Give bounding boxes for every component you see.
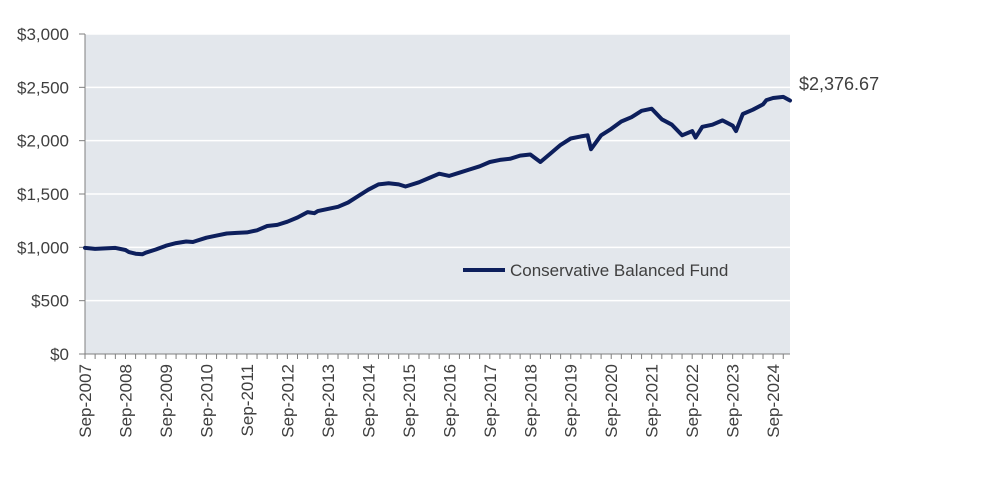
y-tick-label: $3,000	[17, 25, 69, 44]
y-tick-label: $2,000	[17, 132, 69, 151]
x-tick-label: Sep-2012	[278, 364, 297, 438]
x-tick-label: Sep-2007	[76, 364, 95, 438]
y-tick-label: $0	[50, 345, 69, 364]
x-tick-label: Sep-2020	[602, 364, 621, 438]
y-tick-label: $500	[31, 292, 69, 311]
x-tick-label: Sep-2019	[562, 364, 581, 438]
end-value-label: $2,376.67	[799, 74, 879, 94]
x-axis-labels: Sep-2007 Sep-2008 Sep-2009 Sep-2010 Sep-2011…	[76, 364, 783, 438]
gridlines	[85, 33, 790, 302]
x-tick-label: Sep-2010	[197, 364, 216, 438]
x-tick-label: Sep-2013	[319, 364, 338, 438]
x-tick-label: Sep-2021	[643, 364, 662, 438]
x-tick-label: Sep-2018	[521, 364, 540, 438]
x-tick-label: Sep-2022	[683, 364, 702, 438]
series-line-conservative-balanced-fund	[83, 94, 792, 257]
y-tick-label: $1,500	[17, 185, 69, 204]
x-tick-label: Sep-2014	[359, 364, 378, 438]
legend-label: Conservative Balanced Fund	[510, 261, 728, 280]
x-tick-label: Sep-2011	[238, 364, 257, 436]
y-tick-label: $1,000	[17, 238, 69, 257]
legend: Conservative Balanced Fund	[463, 261, 728, 280]
x-tick-label: Sep-2009	[157, 364, 176, 438]
x-tick-label: Sep-2017	[481, 364, 500, 438]
x-tick-label: Sep-2024	[764, 364, 783, 438]
y-axis-labels: $0 $500 $1,000 $1,500 $2,000 $2,500 $3,000	[17, 25, 69, 364]
y-tick-label: $2,500	[17, 78, 69, 97]
x-tick-label: Sep-2015	[400, 364, 419, 438]
x-tick-label: Sep-2023	[724, 364, 743, 438]
axes	[79, 33, 790, 359]
x-tick-label: Sep-2008	[116, 364, 135, 438]
x-tick-label: Sep-2016	[440, 364, 459, 438]
